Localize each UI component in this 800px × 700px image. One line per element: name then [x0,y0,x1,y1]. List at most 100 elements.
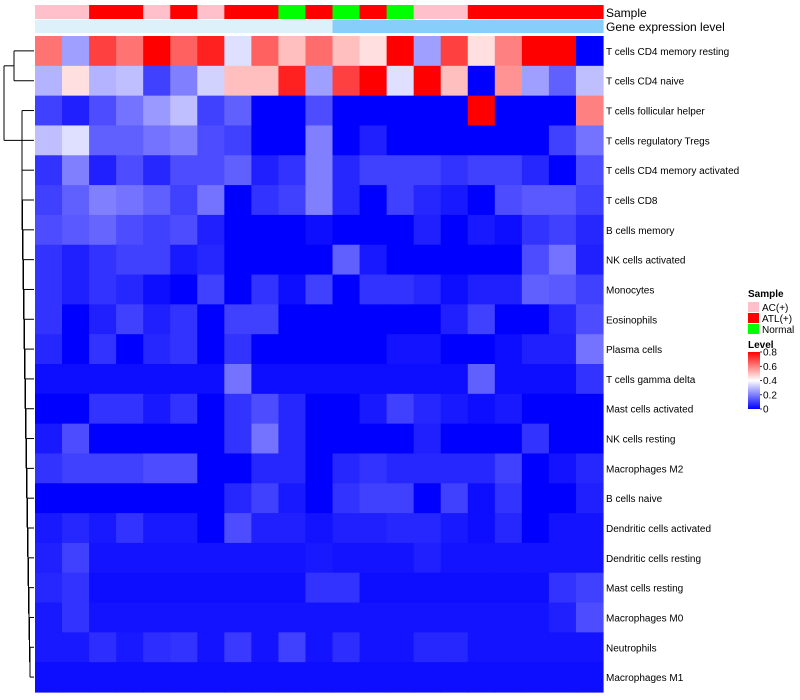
heatmap-cell [494,334,523,365]
expression-annotation-cell [143,20,171,33]
heatmap-cell [575,185,604,216]
heatmap-cell [305,513,334,544]
expression-annotation-cell [386,20,415,33]
heatmap-cell [143,364,171,395]
row-label: T cells follicular helper [606,107,705,118]
expression-annotation-cell [170,20,198,33]
heatmap-cell [521,304,550,335]
heatmap-cell [413,542,442,574]
heatmap-cell [494,423,523,455]
row-label: Macrophages M1 [606,673,684,684]
sample-annotation-title: Sample [606,6,647,20]
heatmap-cell [386,65,415,97]
heatmap-cell [116,155,144,186]
heatmap-cell [575,453,604,484]
heatmap-cell [575,513,604,544]
heatmap-cell [251,185,280,216]
heatmap-cell [440,36,469,67]
heatmap-cell [521,632,550,663]
heatmap-cell [548,65,577,97]
heatmap-cell [575,423,604,455]
heatmap-cell [35,602,63,633]
heatmap-cell [440,185,469,216]
expression-annotation-cell [35,20,63,33]
heatmap-cell [521,155,550,186]
sample-annotation-cell [548,5,577,19]
heatmap-cell [62,214,90,246]
heatmap-cell [575,304,604,335]
heatmap-cell [35,334,63,365]
heatmap-cell [89,334,117,365]
sample-annotation-cell [575,5,604,19]
heatmap-cell [440,423,469,455]
heatmap-cell [116,185,144,216]
heatmap-cell [305,393,334,425]
heatmap-cell [386,542,415,574]
heatmap-cell [494,185,523,216]
expression-annotation-cell [548,20,577,33]
row-label: Dendritic cells activated [606,524,711,535]
heatmap-cell [62,125,90,156]
heatmap-cell [143,155,171,186]
heatmap-cell [332,513,361,544]
heatmap-cell [143,632,171,663]
heatmap-cell [116,662,144,693]
heatmap-cell [197,542,225,574]
heatmap-cell [359,274,388,305]
heatmap-cell [170,334,198,365]
heatmap-cell [386,393,415,425]
heatmap-cell [143,214,171,246]
heatmap-cell [332,602,361,633]
heatmap-cell [278,572,307,604]
heatmap-cell [575,542,604,574]
heatmap-cell [116,632,144,663]
heatmap-cell [278,304,307,335]
heatmap-cell [386,185,415,216]
heatmap-cell [413,334,442,365]
heatmap-cell [440,214,469,246]
heatmap-cell [224,602,252,633]
heatmap-cell [89,36,117,67]
expression-annotation-bar [35,20,604,33]
heatmap-cell [332,125,361,156]
heatmap-cell [494,65,523,97]
heatmap-cell [143,662,171,693]
heatmap-cell [467,513,496,544]
heatmap-cell [359,334,388,365]
heatmap-cell [359,602,388,633]
heatmap-cell [548,95,577,127]
sample-annotation-bar [35,5,604,19]
heatmap-cell [251,65,280,97]
heatmap-cell [575,155,604,186]
heatmap-cell [35,185,63,216]
heatmap-cell [224,364,252,395]
heatmap-cell [278,155,307,186]
heatmap-cell [170,125,198,156]
heatmap-cell [143,185,171,216]
heatmap-cell [224,334,252,365]
heatmap-cell [548,155,577,186]
heatmap-cell [386,155,415,186]
heatmap-cell [359,423,388,455]
heatmap-cell [413,244,442,276]
heatmap-cell [332,364,361,395]
heatmap-cell [197,185,225,216]
heatmap-cell [35,572,63,604]
heatmap-cell [278,632,307,663]
heatmap-cell [251,423,280,455]
heatmap-cell [197,244,225,276]
heatmap-cell [170,423,198,455]
heatmap-cell [575,334,604,365]
heatmap-cell [62,453,90,484]
heatmap-cell [251,36,280,67]
heatmap-cell [251,304,280,335]
heatmap-cell [332,244,361,276]
heatmap-cell [89,364,117,395]
heatmap-cell [89,662,117,693]
heatmap-cell [224,155,252,186]
heatmap-cell [305,632,334,663]
heatmap-cell [386,453,415,484]
expression-annotation-cell [305,20,334,33]
sample-legend-swatch [748,324,759,334]
level-tick-label: 0.4 [763,376,777,387]
